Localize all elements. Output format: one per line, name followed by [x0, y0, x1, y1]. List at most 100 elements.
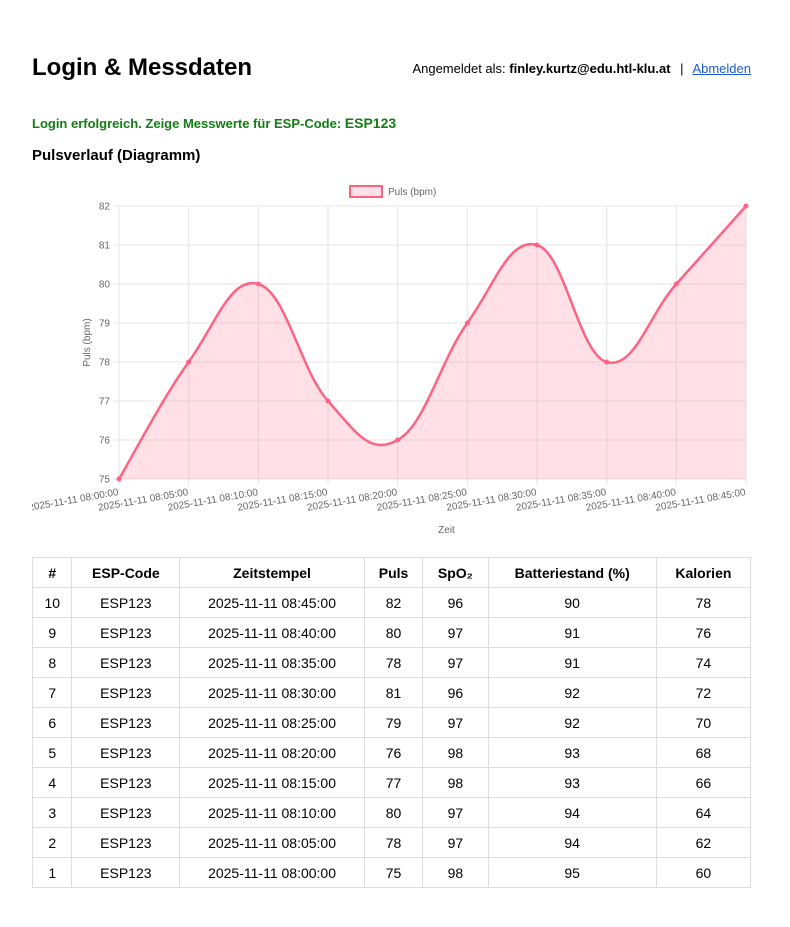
table-cell: 92	[487, 707, 657, 738]
measurements-table: # ESP-Code Zeitstempel Puls SpO₂ Batteriestan…	[31, 557, 752, 888]
table-cell: 79	[363, 707, 424, 738]
table-cell: 91	[487, 617, 657, 648]
column-header: Batteriestand (%)	[487, 557, 657, 588]
chart-heading: Pulsverlauf (Diagramm)	[32, 147, 201, 164]
table-cell: 1	[31, 857, 73, 888]
table-cell: 78	[363, 647, 424, 678]
data-point	[464, 320, 470, 326]
y-tick-label: 78	[99, 358, 111, 369]
table-cell: ESP123	[71, 737, 181, 768]
y-tick-label: 81	[99, 241, 111, 252]
success-text: Login erfolgreich. Zeige Messwerte für E…	[32, 116, 342, 131]
table-cell: 2025-11-11 08:25:00	[179, 707, 365, 738]
table-row: 1 ESP123 2025-11-11 08:00:00 75 98 95 60	[31, 857, 752, 888]
table-cell: 64	[655, 797, 752, 828]
table-cell: 78	[363, 827, 424, 858]
table-cell: 92	[487, 677, 657, 708]
table-cell: 95	[487, 857, 657, 888]
table-cell: 94	[487, 827, 657, 858]
table-cell: 82	[363, 587, 424, 618]
table-cell: 6	[31, 707, 73, 738]
table-body: 10 ESP123 2025-11-11 08:45:00 82 96 90 78 9 ESP1…	[31, 587, 752, 888]
data-point	[255, 281, 261, 287]
table-cell: 3	[31, 797, 73, 828]
table-cell: 98	[422, 857, 489, 888]
column-header: Kalorien	[655, 557, 752, 588]
table-cell: 91	[487, 647, 657, 678]
data-point	[673, 281, 679, 287]
table-cell: 62	[655, 827, 752, 858]
logout-link[interactable]: Abmelden	[692, 61, 751, 76]
table-cell: 97	[422, 827, 489, 858]
table-cell: 2025-11-11 08:35:00	[179, 647, 365, 678]
table-cell: ESP123	[71, 677, 181, 708]
y-tick-label: 80	[99, 280, 111, 291]
table-cell: ESP123	[71, 767, 181, 798]
table-cell: 97	[422, 797, 489, 828]
success-message: Login erfolgreich. Zeige Messwerte für E…	[32, 115, 396, 131]
table-cell: 75	[363, 857, 424, 888]
table-row: 9 ESP123 2025-11-11 08:40:00 80 97 91 76	[31, 617, 752, 648]
data-point	[186, 359, 192, 365]
table-cell: 10	[31, 587, 73, 618]
header: Login & Messdaten Angemeldet als: finley…	[32, 52, 751, 88]
user-info: Angemeldet als: finley.kurtz@edu.htl-klu…	[412, 60, 751, 78]
table-header-row: # ESP-Code Zeitstempel Puls SpO₂ Batteriestan…	[31, 557, 752, 588]
y-tick-label: 75	[99, 475, 111, 486]
table-row: 4 ESP123 2025-11-11 08:15:00 77 98 93 66	[31, 767, 752, 798]
y-tick-label: 82	[99, 202, 111, 213]
table-cell: ESP123	[71, 587, 181, 618]
series-line	[117, 205, 747, 480]
esp-code: ESP123	[344, 115, 397, 131]
table-cell: 8	[31, 647, 73, 678]
table-cell: 97	[422, 707, 489, 738]
table-cell: 76	[655, 617, 752, 648]
table-cell: 7	[31, 677, 73, 708]
table-cell: 96	[422, 677, 489, 708]
page-title: Login & Messdaten	[32, 54, 253, 81]
table-cell: 70	[655, 707, 752, 738]
table-row: 2 ESP123 2025-11-11 08:05:00 78 97 94 62	[31, 827, 752, 858]
table-row: 8 ESP123 2025-11-11 08:35:00 78 97 91 74	[31, 647, 752, 678]
table-cell: ESP123	[71, 797, 181, 828]
table-cell: ESP123	[71, 707, 181, 738]
data-point	[534, 242, 540, 248]
data-point	[743, 203, 749, 209]
table-cell: 2025-11-11 08:05:00	[179, 827, 365, 858]
table-cell: 93	[487, 737, 657, 768]
table-cell: 60	[655, 857, 752, 888]
column-header: Puls	[363, 557, 424, 588]
table-cell: 5	[31, 737, 73, 768]
table-cell: 9	[31, 617, 73, 648]
table-cell: 2025-11-11 08:15:00	[179, 767, 365, 798]
table-cell: 74	[655, 647, 752, 678]
x-axis-title: Zeit	[438, 525, 455, 536]
table-cell: 98	[422, 767, 489, 798]
table-cell: 90	[487, 587, 657, 618]
pulse-chart: 75 76 77 78 79 80 81 82 2025-11-11 08:00:00 2025-…	[32, 178, 751, 540]
separator: |	[680, 61, 684, 76]
y-axis-title: Puls (bpm)	[82, 318, 93, 366]
table-cell: 77	[363, 767, 424, 798]
table-cell: 68	[655, 737, 752, 768]
table-cell: 80	[363, 617, 424, 648]
table-cell: 66	[655, 767, 752, 798]
table-cell: ESP123	[71, 827, 181, 858]
table-row: 7 ESP123 2025-11-11 08:30:00 81 96 92 72	[31, 677, 752, 708]
table-cell: 96	[422, 587, 489, 618]
logged-in-label: Angemeldet als:	[412, 61, 506, 76]
column-header: ESP-Code	[71, 557, 181, 588]
y-tick-label: 76	[99, 436, 111, 447]
data-point	[395, 437, 401, 443]
table-cell: 94	[487, 797, 657, 828]
table-cell: 97	[422, 617, 489, 648]
table-cell: 93	[487, 767, 657, 798]
y-tick-label: 77	[99, 397, 111, 408]
y-tick-label: 79	[99, 319, 111, 330]
table-cell: 97	[422, 647, 489, 678]
series-area	[119, 206, 746, 479]
column-header: #	[31, 557, 73, 588]
data-point	[325, 398, 331, 404]
table-cell: 4	[31, 767, 73, 798]
table-cell: 76	[363, 737, 424, 768]
